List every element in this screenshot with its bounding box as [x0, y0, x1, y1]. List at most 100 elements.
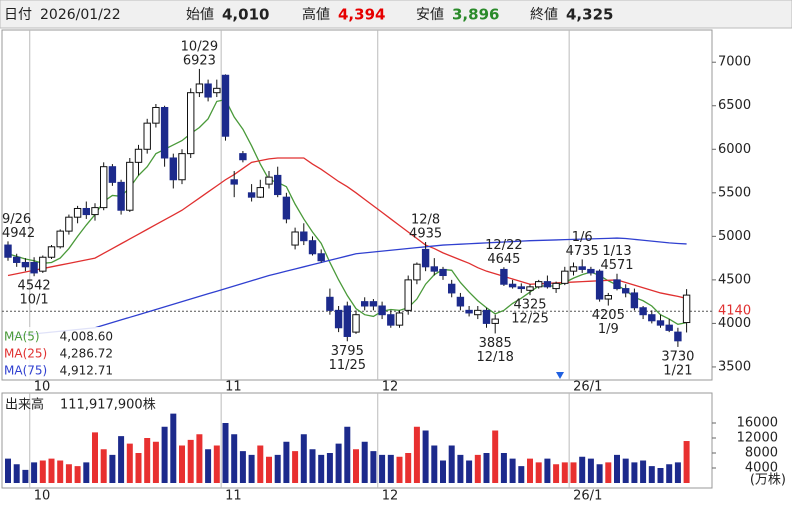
volume-bar	[657, 468, 664, 483]
candle-body	[369, 301, 378, 307]
candle-body	[282, 196, 291, 220]
candle-body	[326, 296, 334, 311]
date-label: 日付	[4, 7, 32, 23]
volume-bar	[300, 434, 307, 483]
annotation-value: 4571	[600, 258, 633, 273]
x-tick-label: 10	[34, 380, 51, 395]
volume-panel	[1, 392, 713, 489]
annotation-date: 1/6	[572, 230, 593, 245]
volume-bar	[361, 441, 368, 483]
volume-bar	[648, 466, 655, 483]
candle-body	[613, 279, 621, 290]
candle-body	[178, 153, 186, 181]
volume-bar	[396, 456, 403, 483]
annotation-date: 12/25	[511, 312, 548, 327]
candle-body	[91, 207, 99, 216]
candle-body	[152, 106, 160, 124]
candle-body	[587, 268, 595, 274]
volume-bar	[83, 462, 90, 483]
volume-bar	[196, 434, 203, 483]
volume-bar	[379, 454, 386, 483]
candle-body	[247, 192, 256, 198]
volume-label: 111,917,900株	[60, 398, 156, 413]
candle-body	[134, 148, 143, 163]
candle-body	[674, 331, 682, 342]
volume-bar	[405, 453, 412, 483]
annotation-date: 10/29	[181, 39, 218, 54]
volume-bar	[57, 460, 64, 483]
legend-box	[3, 327, 115, 379]
volume-bar	[596, 464, 603, 483]
volume-bar	[535, 462, 542, 483]
y-tick-label: 4500	[718, 272, 751, 287]
candle-body	[187, 92, 195, 155]
volume-bar	[500, 453, 507, 483]
candle-body	[404, 279, 412, 311]
volume-bar	[248, 454, 255, 483]
volume-bar	[318, 454, 325, 483]
candle-body	[543, 281, 552, 288]
annotation-date: 12/22	[485, 238, 522, 253]
volume-bar	[187, 439, 194, 483]
candle-body	[656, 320, 665, 326]
y-tick-label: 4000	[718, 316, 751, 331]
ma-line	[7, 237, 687, 338]
price-panel	[1, 29, 713, 381]
volume-bar	[422, 430, 429, 483]
volume-bar	[570, 462, 577, 483]
candle-body	[491, 318, 499, 324]
volume-bar	[205, 449, 212, 483]
volume-bar	[309, 449, 316, 483]
annotation-value: 4542	[18, 279, 51, 294]
candle-body	[639, 307, 647, 316]
candle-body	[21, 261, 30, 268]
volume-bar	[135, 453, 142, 483]
candle-body	[630, 292, 639, 309]
candle-body	[47, 246, 56, 258]
candle-body	[169, 157, 178, 181]
legend-value: 4,286.72	[60, 347, 113, 361]
annotation-date: 1/21	[663, 363, 692, 378]
candle-body	[474, 309, 482, 316]
volume-bar	[509, 458, 516, 483]
annotation-value: 4942	[2, 226, 35, 241]
volume-unit: (万株)	[750, 473, 786, 488]
candle-body	[482, 309, 491, 324]
close-label: 終値	[530, 7, 558, 23]
candle-body	[421, 248, 430, 268]
volume-bar	[326, 453, 333, 483]
candle-body	[387, 314, 395, 326]
header-bar	[0, 0, 792, 29]
volume-bar	[518, 466, 525, 483]
volume-title: 出来高	[5, 397, 44, 413]
annotation-value: 3885	[479, 336, 512, 351]
volume-bar	[483, 453, 490, 483]
candle-body	[4, 244, 12, 258]
candle-body	[56, 230, 64, 248]
candle-body	[230, 179, 238, 185]
candle-body	[204, 83, 212, 98]
ma-line	[7, 98, 687, 325]
candle-body	[682, 294, 691, 324]
volume-bar	[118, 436, 125, 483]
candle-body	[430, 266, 439, 272]
volume-bar	[387, 454, 394, 483]
legend-value: 4,912.71	[60, 364, 113, 378]
candle-body	[274, 174, 282, 196]
volume-bar	[440, 460, 446, 483]
annotation-value: 4645	[487, 252, 520, 267]
volume-bar	[683, 441, 690, 483]
annotation-value: 3730	[661, 349, 694, 364]
legend-name: MA(75)	[4, 364, 47, 378]
volume-tick-label: 12000	[737, 431, 778, 446]
volume-bar	[474, 454, 481, 483]
y-tick-label: 6500	[718, 98, 751, 113]
volume-bar	[614, 454, 620, 483]
candle-body	[73, 207, 82, 218]
volume-bar	[222, 423, 229, 483]
legend-value: 4,008.60	[60, 330, 113, 344]
candle-body	[265, 176, 273, 185]
volume-bar	[231, 434, 238, 483]
volume-bar	[126, 443, 133, 483]
